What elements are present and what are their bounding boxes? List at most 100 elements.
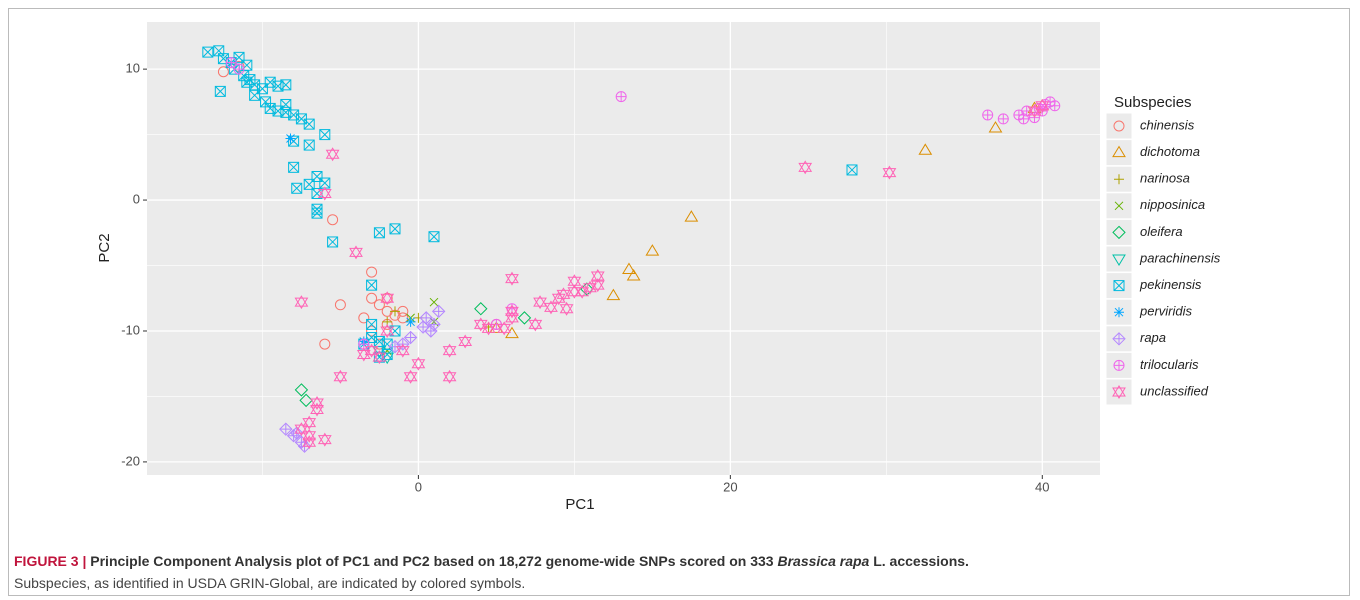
symbol-part <box>310 398 324 410</box>
symbol-part <box>291 182 303 194</box>
symbol-part <box>310 396 324 408</box>
symbol-part <box>288 161 299 173</box>
symbol-part <box>988 121 1003 133</box>
point <box>389 223 401 235</box>
symbol-part <box>1018 113 1029 124</box>
symbol-part <box>217 66 229 78</box>
symbol-part <box>325 149 340 162</box>
legend-symbol <box>1114 201 1124 211</box>
symbol-part <box>528 319 543 332</box>
symbol-part <box>310 405 324 417</box>
point <box>310 402 324 417</box>
legend-key <box>1105 192 1133 220</box>
plot-panel <box>147 22 1100 475</box>
symbol-part <box>442 372 457 384</box>
symbol-part <box>505 271 519 284</box>
caption-label: FIGURE 3 | <box>14 553 87 569</box>
symbol-part <box>333 369 348 382</box>
symbol-part <box>1114 360 1124 371</box>
symbol-part <box>241 76 253 88</box>
symbol-part <box>296 113 307 125</box>
point <box>405 316 416 327</box>
point <box>334 299 346 311</box>
point <box>358 312 370 324</box>
point <box>988 121 1003 133</box>
y-tick-label: 10 <box>126 61 140 76</box>
legend-label: unclassified <box>1140 383 1209 398</box>
symbol-part <box>458 336 473 349</box>
point <box>982 109 994 121</box>
point <box>249 89 261 101</box>
symbol-part <box>302 428 317 441</box>
symbol-part <box>311 188 323 200</box>
point <box>280 98 292 110</box>
symbol-part <box>473 317 488 329</box>
point <box>389 325 401 337</box>
symbol-part <box>356 350 371 362</box>
symbol-part <box>264 103 276 114</box>
point <box>349 245 363 260</box>
symbol-part <box>317 189 332 201</box>
symbol-part <box>567 287 582 299</box>
point <box>458 334 473 349</box>
point <box>798 160 813 175</box>
symbol-part <box>395 343 410 356</box>
symbol-part <box>421 312 432 323</box>
legend-label: pekinensis <box>1139 277 1202 292</box>
symbol-part <box>481 323 496 336</box>
point <box>214 85 226 97</box>
symbol-part <box>373 227 385 239</box>
legend-key <box>1105 112 1133 140</box>
legend-label: perviridis <box>1139 304 1193 319</box>
symbol-part <box>294 295 309 307</box>
point <box>442 343 457 358</box>
symbol-part <box>1114 174 1124 185</box>
symbol-part <box>684 210 699 222</box>
legend-label: parachinensis <box>1139 250 1221 265</box>
symbol-part <box>238 70 250 82</box>
symbol-part <box>846 164 858 176</box>
symbol-part <box>202 46 214 58</box>
symbol-part <box>380 293 395 306</box>
symbol-part <box>405 316 416 327</box>
legend-symbol <box>1112 145 1126 158</box>
x-tick-label: 0 <box>415 479 422 494</box>
point <box>389 306 400 317</box>
symbol-part <box>285 133 296 144</box>
symbol-part <box>358 339 369 350</box>
symbol-part <box>645 244 660 256</box>
symbol-part <box>380 326 395 338</box>
symbol-part <box>297 439 312 453</box>
symbol-part <box>288 161 300 173</box>
symbol-part <box>272 80 284 92</box>
point <box>319 129 331 141</box>
symbol-part <box>294 424 309 437</box>
point <box>474 302 488 316</box>
symbol-part <box>533 297 547 310</box>
symbol-part <box>280 79 292 91</box>
symbol-part <box>388 339 402 354</box>
point <box>366 332 378 344</box>
symbol-part <box>319 129 331 140</box>
point <box>380 291 395 306</box>
symbol-part <box>505 306 519 319</box>
symbol-part <box>234 64 245 75</box>
point <box>882 165 897 180</box>
point <box>416 320 430 334</box>
legend-symbol <box>1114 174 1124 185</box>
point <box>366 318 378 330</box>
y-tick-label: 0 <box>133 191 140 206</box>
symbol-part <box>311 207 323 219</box>
chart: PC1 PC2 Subspecies 0 20 40 -20 -10 0 10 chinens… <box>96 22 1221 513</box>
symbol-part <box>427 317 441 332</box>
point <box>217 66 229 78</box>
symbol-part <box>381 338 393 350</box>
symbol-part <box>349 247 363 260</box>
point <box>544 300 558 315</box>
point <box>291 182 303 194</box>
symbol-part <box>380 291 395 303</box>
figure-frame <box>8 8 1350 596</box>
point <box>202 46 214 58</box>
point <box>559 301 574 316</box>
symbol-part <box>280 99 292 110</box>
